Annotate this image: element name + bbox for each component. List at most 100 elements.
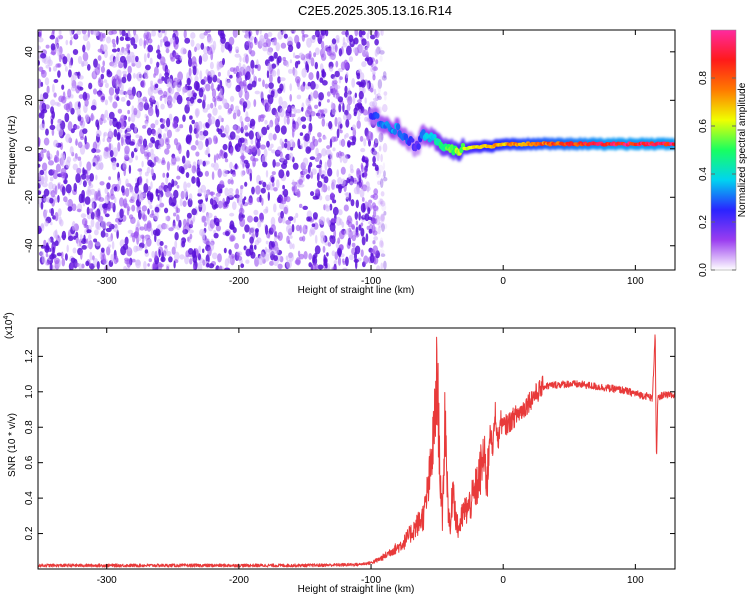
noise-speckle [282, 56, 287, 62]
noise-speckle [53, 92, 57, 98]
noise-speckle [321, 118, 326, 127]
noise-speckle [39, 151, 44, 160]
noise-speckle [201, 215, 207, 223]
noise-speckle [286, 170, 290, 178]
noise-speckle [372, 74, 376, 81]
noise-speckle [331, 182, 336, 190]
noise-speckle [87, 185, 91, 193]
noise-speckle [250, 139, 254, 145]
noise-speckle [166, 78, 173, 85]
noise-speckle [382, 71, 387, 79]
noise-speckle [288, 216, 294, 222]
noise-speckle [166, 117, 171, 128]
noise-speckle [174, 251, 180, 261]
noise-speckle [89, 173, 94, 182]
noise-speckle [228, 249, 232, 255]
noise-speckle [330, 101, 334, 111]
noise-speckle [199, 33, 205, 40]
noise-speckle [92, 162, 96, 167]
noise-speckle [49, 34, 56, 40]
noise-speckle [314, 245, 321, 255]
noise-speckle [302, 205, 309, 210]
noise-speckle [259, 219, 264, 224]
noise-speckle [151, 250, 156, 258]
noise-speckle [243, 104, 246, 113]
noise-speckle [180, 47, 186, 55]
noise-speckle [380, 133, 384, 141]
noise-speckle [318, 137, 322, 143]
noise-speckle [316, 172, 320, 182]
noise-speckle [383, 260, 387, 270]
noise-speckle [131, 258, 136, 263]
noise-speckle [292, 184, 296, 194]
noise-speckle [358, 82, 362, 88]
noise-speckle [234, 242, 240, 250]
noise-speckle [238, 71, 243, 78]
noise-speckle [133, 72, 136, 79]
noise-speckle [344, 134, 347, 140]
noise-speckle [156, 158, 162, 164]
noise-speckle [265, 240, 269, 245]
noise-speckle [270, 90, 275, 98]
noise-speckle [106, 36, 111, 44]
x-tick-label: -300 [97, 575, 117, 586]
noise-speckle [206, 103, 211, 110]
noise-speckle [255, 30, 259, 36]
noise-speckle [267, 123, 273, 128]
noise-speckle [195, 151, 200, 157]
noise-speckle [254, 239, 260, 246]
noise-speckle [203, 221, 207, 227]
noise-speckle [107, 236, 113, 242]
noise-speckle [245, 259, 250, 264]
noise-speckle [205, 83, 211, 92]
noise-speckle [197, 188, 203, 195]
noise-speckle [289, 83, 293, 92]
noise-speckle [299, 132, 304, 137]
noise-speckle [138, 175, 143, 186]
noise-speckle [240, 121, 244, 130]
noise-speckle [133, 30, 137, 36]
noise-speckle [191, 208, 197, 216]
noise-speckle [178, 144, 182, 155]
noise-speckle [171, 246, 176, 255]
noise-speckle [321, 170, 326, 176]
noise-speckle [170, 56, 176, 62]
noise-speckle [281, 100, 288, 109]
noise-speckle [186, 77, 191, 86]
x-tick-label: -100 [361, 575, 381, 586]
noise-speckle [136, 71, 142, 82]
noise-speckle [77, 141, 83, 149]
noise-speckle [370, 87, 374, 93]
noise-speckle [290, 146, 294, 151]
noise-speckle [362, 202, 366, 212]
noise-speckle [145, 64, 151, 71]
spectrogram-y-axis: -40 -20 0 20 40 [24, 46, 675, 253]
noise-speckle [102, 60, 105, 67]
noise-speckle [352, 128, 357, 138]
noise-speckle [305, 174, 311, 179]
noise-speckle [129, 123, 136, 130]
noise-speckle [64, 112, 70, 123]
noise-speckle [367, 207, 371, 215]
noise-speckle [186, 149, 190, 159]
noise-speckle [360, 222, 364, 227]
noise-speckle [43, 239, 47, 246]
noise-speckle [271, 39, 277, 46]
noise-speckle [263, 32, 269, 40]
noise-speckle [281, 200, 287, 205]
noise-speckle [210, 116, 216, 125]
noise-speckle [283, 142, 288, 149]
noise-speckle [364, 97, 367, 104]
noise-speckle [380, 75, 385, 81]
noise-speckle [56, 119, 62, 124]
noise-speckle [87, 64, 91, 71]
noise-speckle [277, 231, 283, 241]
noise-speckle [304, 133, 310, 142]
noise-speckle [334, 116, 338, 127]
noise-speckle [277, 263, 283, 270]
noise-speckle [383, 223, 388, 230]
noise-speckle [274, 245, 280, 255]
noise-speckle [119, 36, 125, 41]
noise-speckle [355, 184, 360, 192]
colorbar-gradient [711, 30, 736, 270]
